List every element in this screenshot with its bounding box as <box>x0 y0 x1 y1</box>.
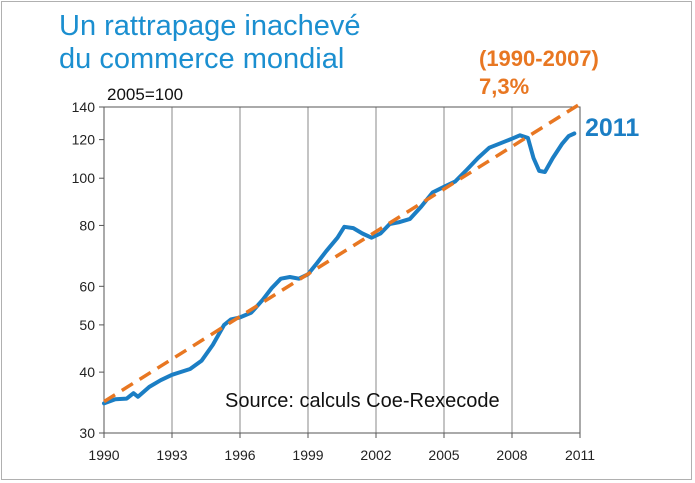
chart-title-line-2: du commerce mondial <box>59 43 345 75</box>
y-tick-label-60: 60 <box>79 278 95 294</box>
x-tick-label-1990: 1990 <box>88 447 119 463</box>
vertical-gridlines <box>171 107 513 433</box>
plot-area <box>103 106 581 434</box>
end-year-label: 2011 <box>585 114 639 142</box>
trend-line <box>103 102 581 404</box>
chart-title-line-1: Un rattrapage inachevé <box>59 10 361 42</box>
trend-period-label: (1990-2007) <box>479 46 599 71</box>
y-tick-label-30: 30 <box>79 425 95 441</box>
trade-index-line <box>102 131 577 406</box>
y-tick-label-50: 50 <box>79 317 95 333</box>
x-axis-ticks: 1990 1993 1996 1999 2002 2005 2008 2011 <box>88 433 595 463</box>
y-tick-label-40: 40 <box>79 364 95 380</box>
trend-rate-label: 7,3% <box>479 74 529 99</box>
y-axis-ticks: 30 40 50 60 80 100 120 140 <box>72 99 104 441</box>
x-tick-label-1993: 1993 <box>156 447 187 463</box>
y-tick-label-80: 80 <box>79 217 95 233</box>
x-tick-label-1996: 1996 <box>224 447 255 463</box>
y-tick-label-140: 140 <box>72 99 96 115</box>
x-tick-label-2011: 2011 <box>565 447 595 463</box>
source-note: Source: calculs Coe-Rexecode <box>225 390 500 412</box>
x-tick-label-2008: 2008 <box>496 447 527 463</box>
chart-title: Un rattrapage inachevé du commerce mondi… <box>59 10 439 76</box>
x-tick-label-2002: 2002 <box>360 447 391 463</box>
x-tick-label-1999: 1999 <box>292 447 323 463</box>
series-lines <box>102 102 581 406</box>
x-tick-label-2005: 2005 <box>428 447 459 463</box>
base-label: 2005=100 <box>107 85 183 104</box>
y-tick-label-100: 100 <box>72 170 96 186</box>
y-tick-label-120: 120 <box>72 132 96 148</box>
